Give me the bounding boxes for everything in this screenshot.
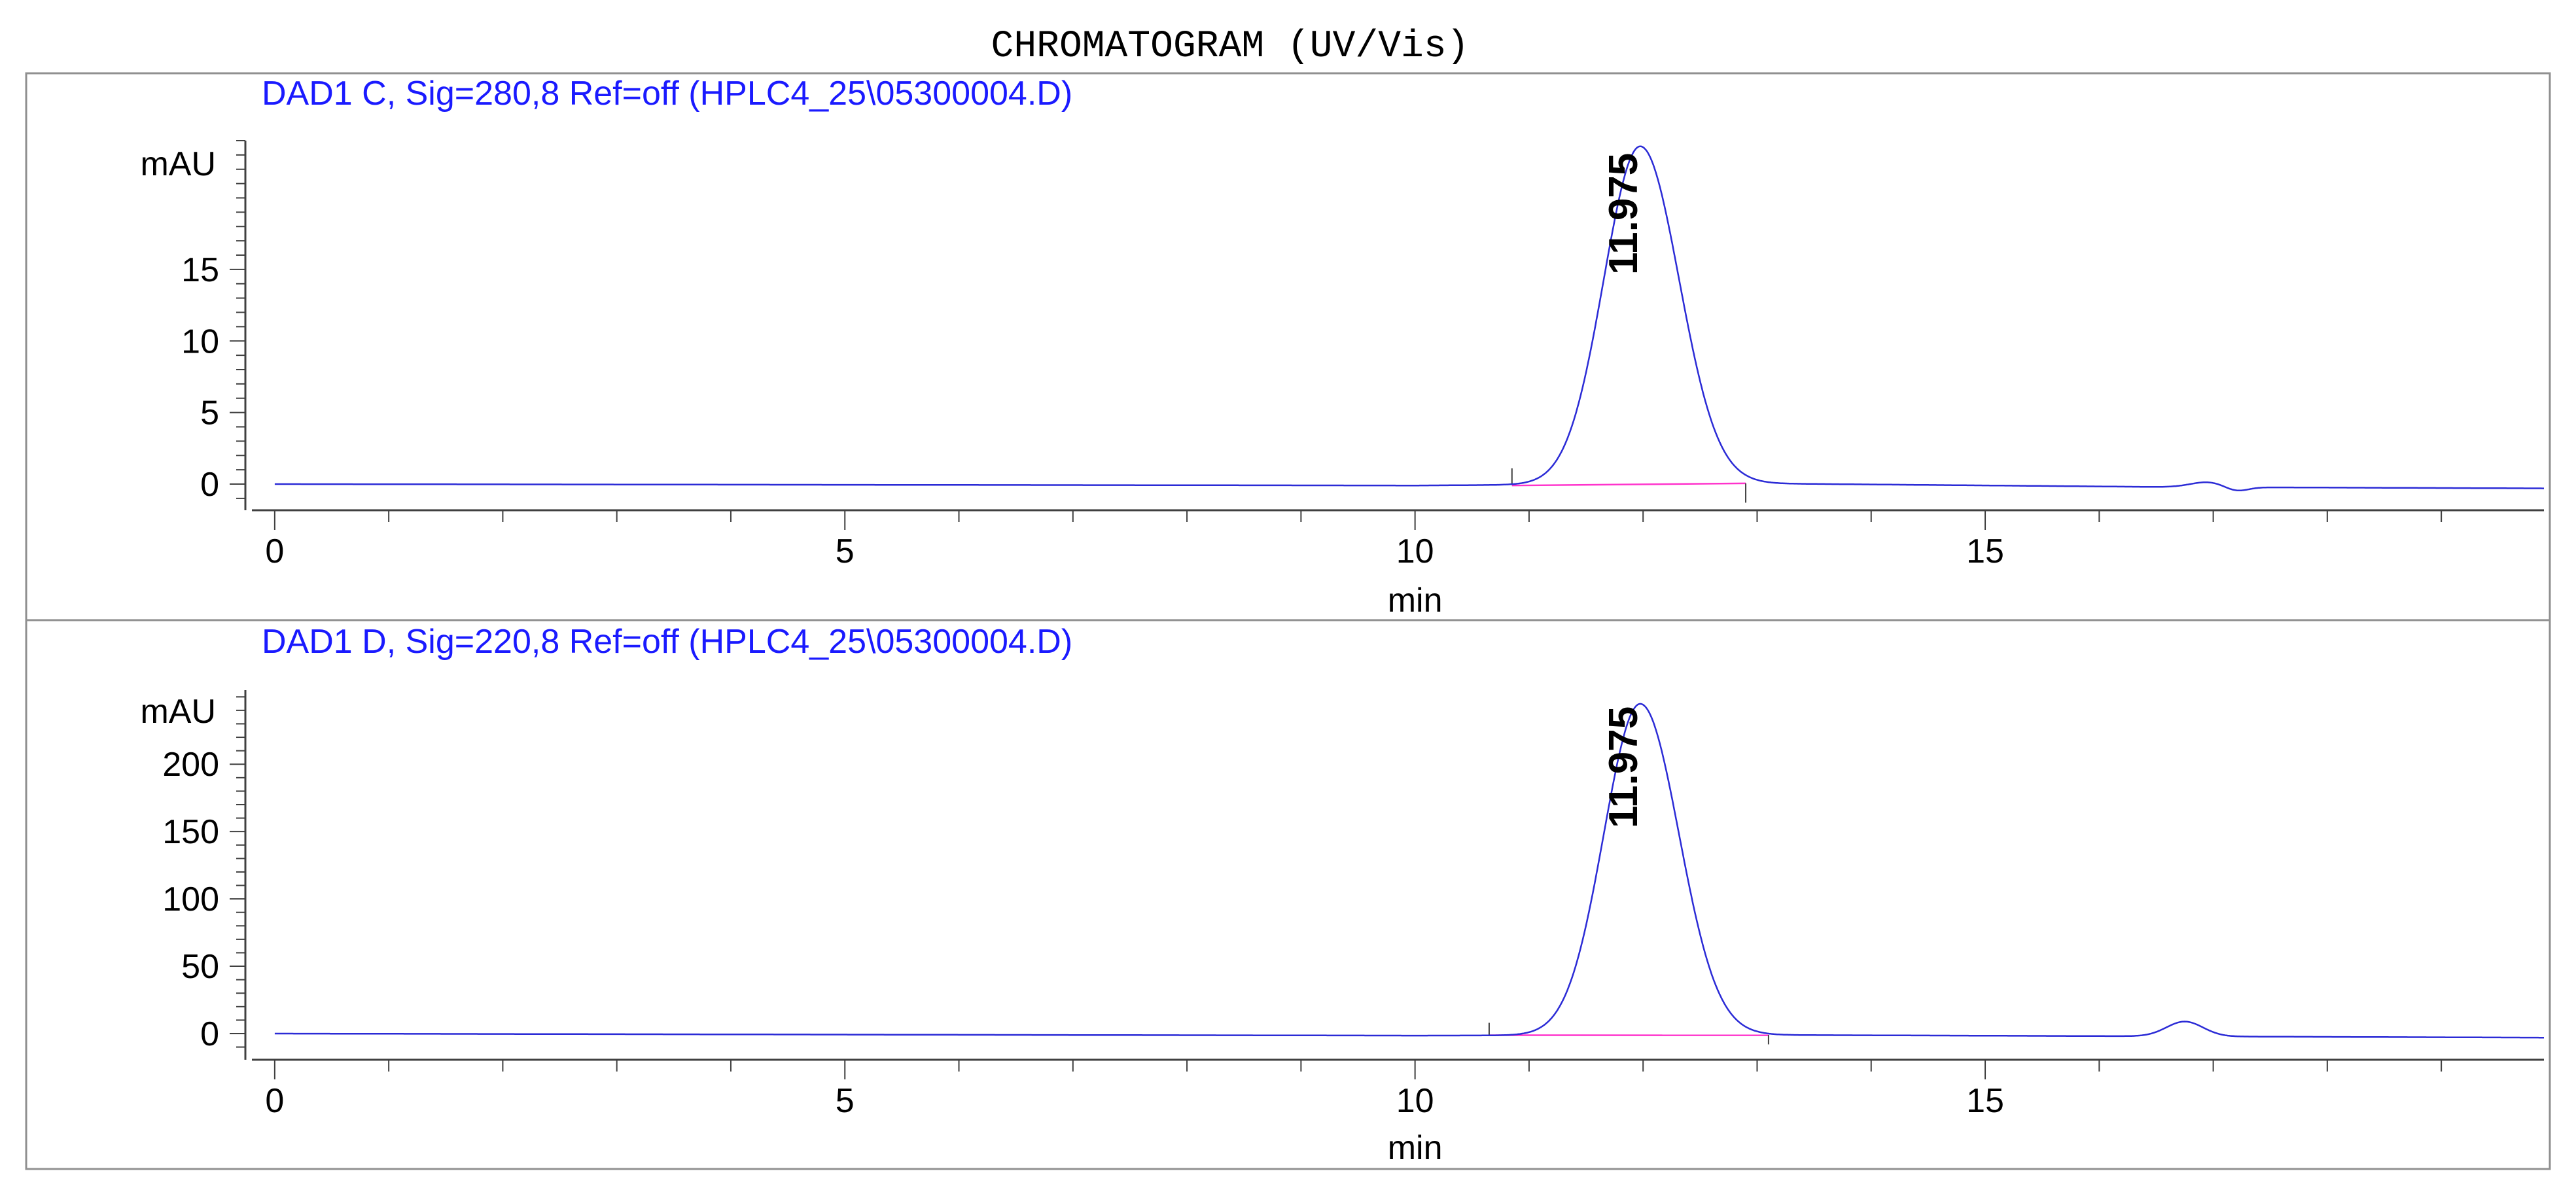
peak-retention-label: 11.975 <box>1601 706 1646 828</box>
x-tick-label: 0 <box>265 1082 284 1120</box>
y-tick-label: 0 <box>200 1015 219 1053</box>
signal-label: DAD1 C, Sig=280,8 Ref=off (HPLC4_25\0530… <box>262 75 1072 113</box>
y-tick-label: 15 <box>181 251 219 289</box>
y-tick-label: 5 <box>200 394 219 432</box>
signal-label: DAD1 D, Sig=220,8 Ref=off (HPLC4_25\0530… <box>262 623 1072 661</box>
y-axis-label: mAU <box>140 145 216 183</box>
panel-1: DAD1 C, Sig=280,8 Ref=off (HPLC4_25\0530… <box>140 75 2544 619</box>
x-axis-label: min <box>1388 582 1443 619</box>
chart-title: CHROMATOGRAM (UV/Vis) <box>991 26 1470 68</box>
x-tick-label: 15 <box>1966 1082 2004 1120</box>
y-tick-label: 50 <box>181 948 219 986</box>
signal-trace <box>274 145 2544 492</box>
y-tick-label: 0 <box>200 466 219 504</box>
integration-baseline <box>1511 482 1746 487</box>
x-tick-label: 10 <box>1396 1082 1434 1120</box>
y-tick-label: 10 <box>181 323 219 360</box>
x-tick-label: 15 <box>1966 532 2004 570</box>
y-tick-label: 150 <box>162 813 219 851</box>
y-tick-label: 100 <box>162 881 219 918</box>
y-tick-label: 200 <box>162 746 219 784</box>
x-tick-label: 5 <box>836 532 855 570</box>
y-axis-label: mAU <box>140 693 216 731</box>
x-tick-label: 10 <box>1396 532 1434 570</box>
x-tick-label: 5 <box>836 1082 855 1120</box>
peak-retention-label: 11.975 <box>1601 153 1646 275</box>
panel-2: DAD1 D, Sig=220,8 Ref=off (HPLC4_25\0530… <box>26 619 2550 1167</box>
x-axis-label: min <box>1388 1129 1443 1167</box>
panels-container: DAD1 C, Sig=280,8 Ref=off (HPLC4_25\0530… <box>25 72 2551 1170</box>
signal-trace <box>274 703 2544 1039</box>
x-tick-label: 0 <box>265 532 284 570</box>
